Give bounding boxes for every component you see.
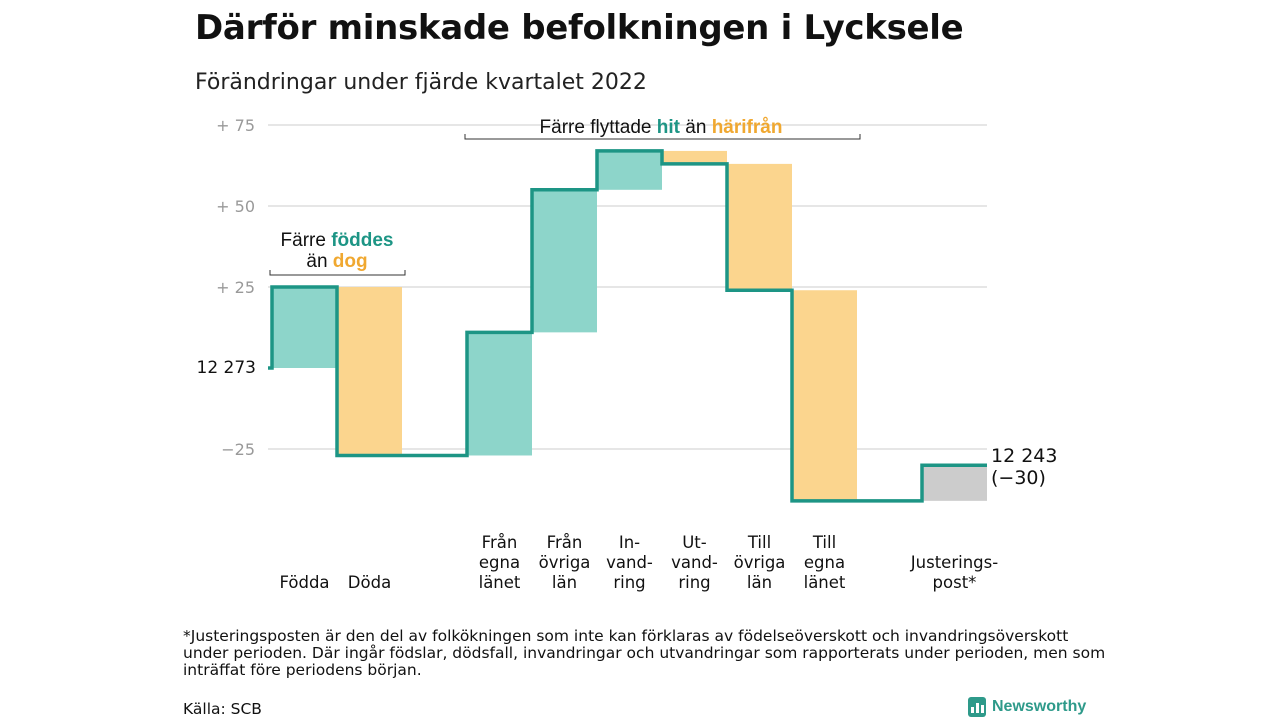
x-label-till-ovriga-lan: län (747, 573, 772, 592)
x-label-fran-ovriga-lan: Från (547, 533, 583, 552)
annotation-bracket-migration (464, 134, 861, 140)
bar-invandring (597, 150, 662, 190)
chart-subtitle: Förändringar under fjärde kvartalet 2022 (195, 70, 647, 95)
x-label-justeringspost: Justerings- (910, 553, 998, 572)
brand-name: Newsworthy (992, 698, 1087, 715)
bar-doda (337, 287, 402, 456)
annotation-births-line2: än dog (306, 251, 367, 272)
x-label-invandring: vand- (606, 553, 653, 572)
bar-till-ovriga-lan (727, 163, 792, 291)
bar-fran-egna-lanet (467, 332, 532, 456)
y-tick-label: + 50 (216, 197, 255, 216)
bar-fodda (272, 287, 337, 368)
x-label-utvandring: ring (678, 573, 710, 592)
end-value-label: 12 243 (991, 445, 1057, 467)
x-label-fran-ovriga-lan: övriga (539, 553, 591, 572)
newsworthy-logo[interactable]: Newsworthy (968, 697, 1086, 717)
x-label-fodda: Födda (279, 573, 329, 592)
x-label-fran-ovriga-lan: län (552, 573, 577, 592)
x-label-till-egna-lanet: länet (804, 573, 846, 592)
x-axis-labels: Födda DödaFrånegnalänetFrånövrigalänIn-va… (279, 533, 998, 592)
bars (272, 150, 987, 501)
x-label-utvandring: Ut- (682, 533, 707, 552)
x-label-invandring: In- (619, 533, 640, 552)
x-label-justeringspost: post* (933, 573, 977, 592)
x-label-till-egna-lanet: Till (812, 533, 836, 552)
y-tick-label: −25 (221, 440, 255, 459)
x-label-till-egna-lanet: egna (804, 553, 845, 572)
newsworthy-logo-icon (968, 697, 986, 717)
start-value-label: 12 273 (197, 358, 256, 378)
x-label-fran-egna-lanet: länet (479, 573, 521, 592)
y-tick-label: + 25 (216, 278, 255, 297)
footnote: *Justeringsposten är den del av folkökni… (183, 627, 1106, 679)
bar-till-egna-lanet (792, 290, 857, 501)
y-axis-ticks: + 75 + 50 + 25 −25 (216, 116, 255, 459)
annotation-migration: Färre flyttade hit än härifrån (540, 117, 783, 138)
x-label-till-ovriga-lan: övriga (734, 553, 786, 572)
x-label-fran-egna-lanet: Från (482, 533, 518, 552)
x-label-utvandring: vand- (671, 553, 718, 572)
chart-title: Därför minskade befolkningen i Lycksele (195, 8, 964, 48)
y-tick-label: + 75 (216, 116, 255, 135)
end-change-label: (−30) (991, 467, 1046, 489)
x-label-doda: Döda (348, 573, 391, 592)
bar-fran-ovriga-lan (532, 189, 597, 333)
source-label: Källa: SCB (183, 700, 262, 718)
bar-utvandring (662, 150, 727, 164)
x-label-fran-egna-lanet: egna (479, 553, 520, 572)
x-label-invandring: ring (613, 573, 645, 592)
running-total-line (268, 149, 987, 503)
annotation-births-line1: Färre föddes (281, 230, 394, 251)
bar-justeringspost (922, 465, 987, 501)
annotation-bracket-births (269, 270, 406, 276)
x-label-till-ovriga-lan: Till (747, 533, 771, 552)
